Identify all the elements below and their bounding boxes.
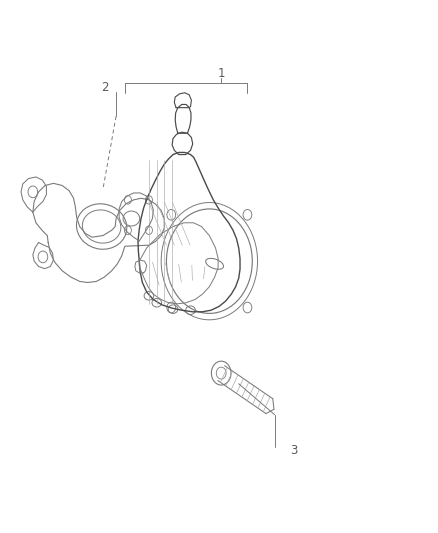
Text: 1: 1 — [217, 67, 225, 80]
Text: 3: 3 — [290, 444, 297, 457]
Text: 2: 2 — [101, 81, 109, 94]
